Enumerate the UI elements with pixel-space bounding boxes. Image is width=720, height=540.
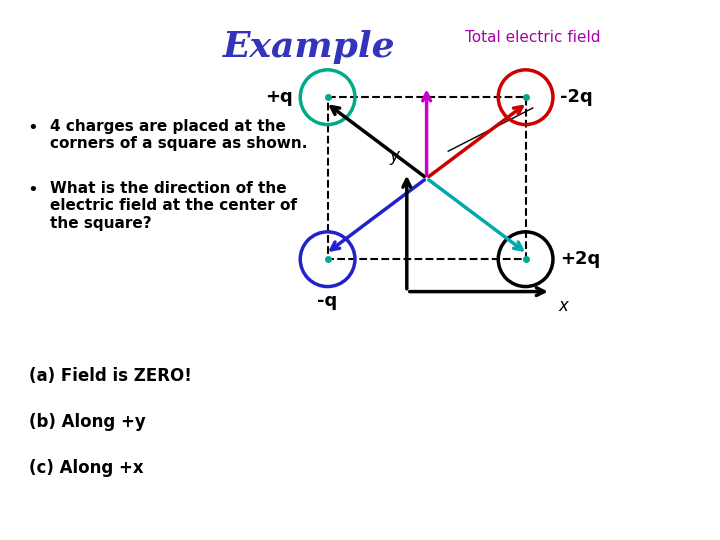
Text: 4 charges are placed at the
corners of a square as shown.: 4 charges are placed at the corners of a… [50, 119, 307, 151]
Text: (c) Along +x: (c) Along +x [29, 459, 143, 477]
Text: (a) Field is ZERO!: (a) Field is ZERO! [29, 367, 192, 385]
Text: +2q: +2q [560, 250, 600, 268]
Text: +q: +q [265, 88, 293, 106]
Text: x: x [558, 297, 568, 315]
Text: •: • [27, 119, 37, 137]
Text: •: • [27, 181, 37, 199]
Text: -2q: -2q [560, 88, 593, 106]
Text: y: y [390, 147, 400, 165]
Text: What is the direction of the
electric field at the center of
the square?: What is the direction of the electric fi… [50, 181, 297, 231]
Text: Total electric field: Total electric field [465, 30, 600, 45]
Text: -q: -q [318, 292, 338, 310]
Text: (b) Along +y: (b) Along +y [29, 413, 145, 431]
Text: Example: Example [223, 30, 396, 64]
